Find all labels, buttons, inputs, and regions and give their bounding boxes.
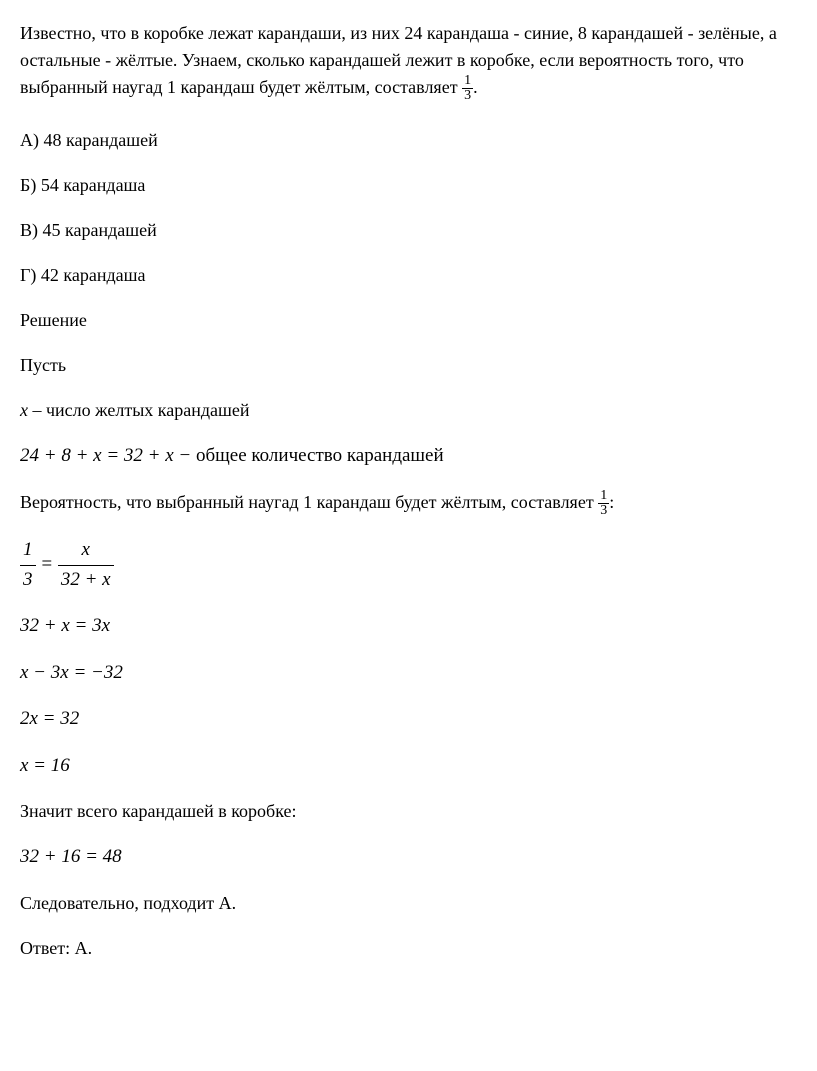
problem-end: . xyxy=(473,77,478,97)
equation-4: 2x = 32 xyxy=(20,705,797,734)
let-text: Пусть xyxy=(20,352,797,379)
option-a: А) 48 карандашей xyxy=(20,127,797,154)
equation-6: 32 + 16 = 48 xyxy=(20,843,797,872)
equation-5: x = 16 xyxy=(20,752,797,781)
x-definition: x – число желтых карандашей xyxy=(20,397,797,424)
equation-3: x − 3x = −32 xyxy=(20,659,797,688)
total-eq-math: 24 + 8 + x = 32 + x − xyxy=(20,445,191,466)
equation-1: 1 3 = x 32 + x xyxy=(20,536,797,594)
option-b: Б) 54 карандаша xyxy=(20,172,797,199)
option-c: В) 45 карандашей xyxy=(20,217,797,244)
eq1-left-fraction: 1 3 xyxy=(20,536,36,594)
total-label: общее количество карандашей xyxy=(191,445,443,466)
answer: Ответ: А. xyxy=(20,935,797,962)
total-equation: 24 + 8 + x = 32 + x − общее количество к… xyxy=(20,442,797,471)
x-def-text: – число желтых карандашей xyxy=(28,400,250,420)
problem-text: Известно, что в коробке лежат карандаши,… xyxy=(20,23,777,97)
solution-header: Решение xyxy=(20,307,797,334)
probability-text: Вероятность, что выбранный наугад 1 кара… xyxy=(20,489,797,518)
conclusion-1: Значит всего карандашей в коробке: xyxy=(20,798,797,825)
equation-2: 32 + x = 3x xyxy=(20,612,797,641)
prob-text: Вероятность, что выбранный наугад 1 кара… xyxy=(20,492,598,512)
fraction-one-third-2: 13 xyxy=(598,489,609,518)
conclusion-2: Следовательно, подходит А. xyxy=(20,890,797,917)
fraction-one-third: 13 xyxy=(462,74,473,103)
eq1-right-fraction: x 32 + x xyxy=(58,536,114,594)
x-var: x xyxy=(20,400,28,420)
problem-statement: Известно, что в коробке лежат карандаши,… xyxy=(20,20,797,103)
option-d: Г) 42 карандаша xyxy=(20,262,797,289)
prob-end: : xyxy=(609,492,614,512)
equals-sign: = xyxy=(40,554,58,575)
